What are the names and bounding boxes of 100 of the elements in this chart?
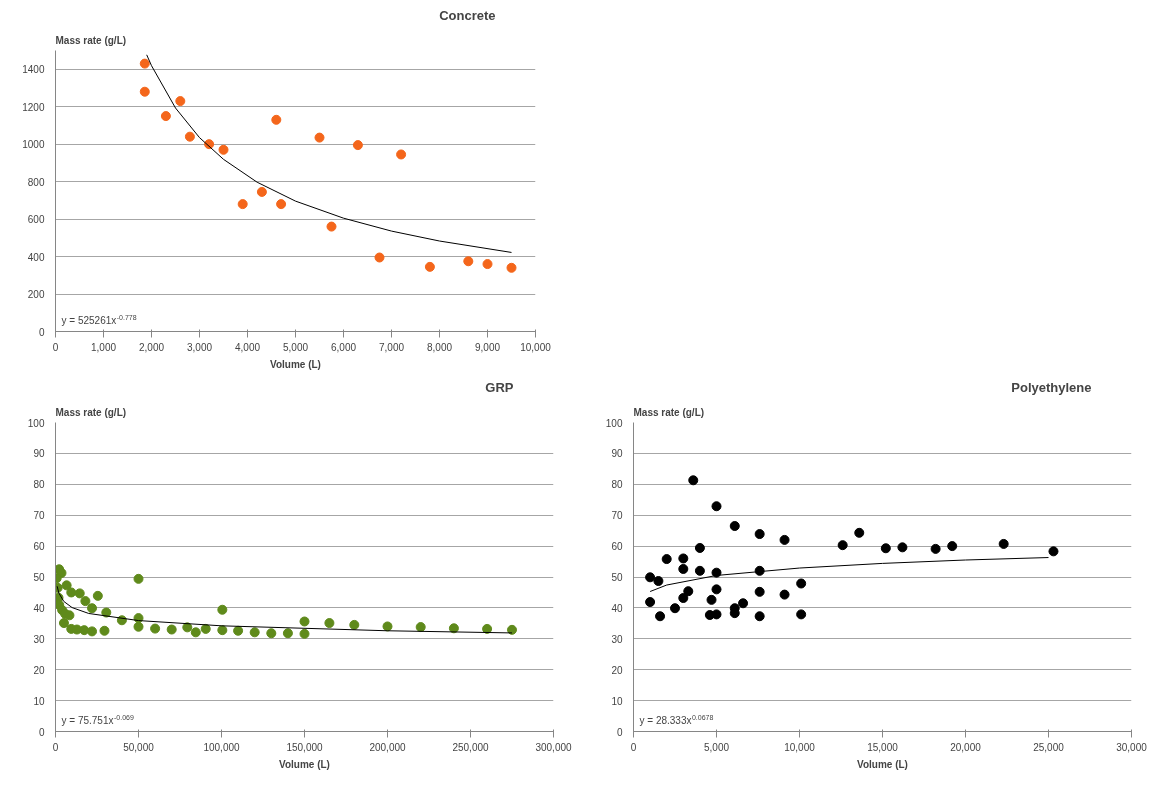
y-axis-title: Mass rate (g/L) bbox=[55, 406, 127, 418]
y-tick-label: 0 bbox=[38, 726, 45, 738]
point bbox=[779, 589, 790, 600]
x-axis-title: Volume (L) bbox=[279, 758, 330, 770]
point bbox=[670, 603, 680, 614]
chart-title: GRP bbox=[485, 379, 514, 395]
y-tick-label: 90 bbox=[33, 448, 45, 460]
point bbox=[66, 587, 77, 598]
point bbox=[506, 262, 517, 273]
chart-title: Concrete bbox=[439, 7, 496, 23]
point bbox=[150, 623, 161, 634]
point bbox=[754, 586, 765, 597]
point bbox=[694, 542, 705, 553]
point bbox=[87, 626, 98, 637]
y-tick-label: 10 bbox=[611, 695, 623, 707]
y-tick-label: 400 bbox=[27, 251, 45, 263]
point bbox=[694, 565, 705, 576]
point bbox=[256, 186, 267, 197]
point bbox=[99, 625, 110, 636]
x-tick-label: 25,000 bbox=[1033, 741, 1065, 753]
x-tick-label: 1,000 bbox=[90, 341, 117, 353]
point bbox=[382, 621, 393, 632]
point bbox=[166, 624, 177, 635]
point bbox=[507, 624, 517, 635]
point bbox=[796, 578, 807, 589]
chart-title: Polyethylene bbox=[1011, 379, 1092, 395]
x-tick-label: 0 bbox=[52, 741, 59, 753]
x-tick-label: 3,000 bbox=[186, 341, 213, 353]
point bbox=[233, 625, 244, 636]
point bbox=[655, 611, 666, 622]
point bbox=[482, 623, 493, 634]
point bbox=[706, 594, 717, 605]
point bbox=[190, 627, 201, 638]
point bbox=[175, 96, 186, 107]
x-tick-label: 150,000 bbox=[286, 741, 324, 753]
point bbox=[661, 554, 672, 565]
point bbox=[349, 619, 360, 630]
y-tick-label: 100 bbox=[27, 417, 45, 429]
y-tick-label: 50 bbox=[611, 572, 623, 583]
point bbox=[299, 628, 310, 639]
y-tick-label: 800 bbox=[27, 176, 45, 188]
x-tick-label: 8,000 bbox=[426, 341, 453, 353]
x-tick-label: 50,000 bbox=[123, 741, 155, 753]
y-tick-label: 0 bbox=[38, 326, 45, 338]
y-tick-label: 1200 bbox=[22, 101, 45, 113]
y-tick-label: 600 bbox=[27, 214, 45, 226]
point bbox=[182, 622, 193, 633]
point bbox=[217, 625, 228, 636]
x-tick-label: 4,000 bbox=[234, 341, 261, 353]
point bbox=[645, 597, 656, 608]
point bbox=[678, 563, 689, 574]
point bbox=[61, 580, 72, 591]
y-tick-label: 1000 bbox=[22, 139, 45, 151]
point bbox=[282, 628, 293, 639]
point bbox=[998, 538, 1009, 549]
point bbox=[200, 623, 211, 634]
y-tick-label: 80 bbox=[33, 479, 45, 491]
point bbox=[58, 618, 69, 629]
point bbox=[754, 611, 765, 622]
point bbox=[139, 86, 150, 97]
x-tick-label: 100,000 bbox=[203, 741, 241, 753]
point bbox=[415, 622, 426, 633]
point bbox=[729, 521, 740, 532]
x-tick-label: 2,000 bbox=[138, 341, 165, 353]
y-tick-label: 30 bbox=[611, 633, 623, 645]
point bbox=[779, 534, 790, 545]
point bbox=[271, 114, 282, 125]
point bbox=[92, 590, 103, 601]
point bbox=[249, 627, 260, 638]
point bbox=[947, 541, 958, 552]
point bbox=[160, 111, 171, 122]
x-tick-label: 0 bbox=[52, 341, 59, 353]
x-tick-label: 20,000 bbox=[950, 741, 982, 753]
y-tick-label: 60 bbox=[611, 541, 623, 553]
x-tick-label: 7,000 bbox=[378, 341, 405, 353]
point bbox=[683, 586, 694, 597]
point bbox=[424, 261, 435, 272]
x-tick-label: 6,000 bbox=[330, 341, 357, 353]
point bbox=[645, 572, 656, 583]
point bbox=[139, 58, 150, 69]
x-tick-label: 5,000 bbox=[703, 741, 730, 753]
y-tick-label: 30 bbox=[33, 633, 45, 645]
point bbox=[897, 542, 908, 553]
point bbox=[653, 576, 664, 587]
point bbox=[184, 131, 195, 142]
point bbox=[299, 616, 310, 627]
y-axis-title: Mass rate (g/L) bbox=[55, 34, 127, 46]
y-tick-label: 100 bbox=[605, 417, 623, 429]
x-axis-title: Volume (L) bbox=[270, 358, 321, 370]
y-tick-label: 0 bbox=[616, 726, 623, 738]
point bbox=[711, 501, 722, 512]
point bbox=[880, 543, 891, 554]
point bbox=[678, 593, 689, 603]
point bbox=[837, 540, 848, 551]
y-tick-label: 80 bbox=[611, 479, 623, 491]
point bbox=[854, 527, 865, 538]
y-tick-label: 40 bbox=[33, 602, 45, 614]
y-tick-label: 20 bbox=[611, 664, 623, 676]
point bbox=[482, 259, 493, 270]
y-tick-label: 1400 bbox=[22, 64, 45, 76]
